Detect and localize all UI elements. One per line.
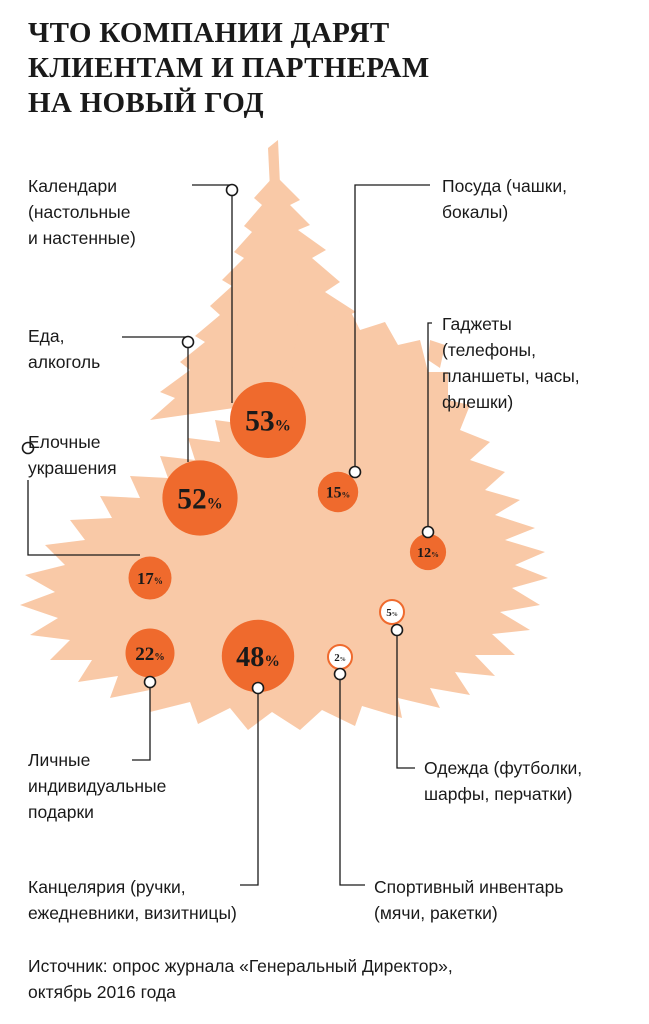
title-line: КЛИЕНТАМ И ПАРТНЕРАМ <box>28 52 430 84</box>
value-label-decorations: 17% <box>137 569 163 588</box>
value-label-gadgets: 12% <box>417 545 439 561</box>
connector-dot-gadgets <box>421 525 435 539</box>
category-label-personal: Личные <box>28 750 90 770</box>
source-line: Источник: опрос журнала «Генеральный Дир… <box>28 956 453 976</box>
connector-dot-calendars <box>225 183 239 197</box>
value-label-personal: 22% <box>135 644 165 665</box>
category-label-gadgets: Гаджеты <box>442 314 512 334</box>
connector-dot-personal <box>143 675 157 689</box>
connector-tableware <box>354 184 430 472</box>
tree-right-twig <box>428 340 445 368</box>
bubble-clothing <box>379 599 405 625</box>
connector-sports <box>339 674 365 886</box>
title-line: ЧТО КОМПАНИИ ДАРЯТ <box>28 17 390 49</box>
category-label-calendars: Календари <box>28 176 117 196</box>
source-line: октябрь 2016 года <box>28 982 176 1002</box>
value-label-sports: 2% <box>334 652 346 664</box>
category-label-stationery: ежедневники, визитницы) <box>28 903 237 923</box>
christmas-tree-illustration <box>20 140 548 730</box>
value-label-stationery: 48% <box>236 642 280 673</box>
category-label-gadgets: планшеты, часы, <box>442 366 580 386</box>
category-label-personal: подарки <box>28 802 94 822</box>
category-label-stationery: Канцелярия (ручки, <box>28 877 186 897</box>
bubble-tableware <box>317 471 359 513</box>
bubble-calendars <box>230 382 306 458</box>
category-label-gadgets: (телефоны, <box>442 340 536 360</box>
bubble-decorations <box>128 556 172 600</box>
category-label-food: Еда, <box>28 326 64 346</box>
connector-dot-food <box>181 335 195 349</box>
connector-decorations <box>27 480 140 556</box>
connector-personal <box>132 682 151 761</box>
connector-stationery <box>240 688 259 886</box>
connector-dot-stationery <box>251 681 265 695</box>
value-label-clothing: 5% <box>386 607 398 619</box>
connector-dot-tableware <box>348 465 362 479</box>
connector-dot-decorations <box>21 441 35 455</box>
category-label-gadgets: флешки) <box>442 392 513 412</box>
bubbles: 53% 52% 17% 22% 48% 15% 12% 5% 2% <box>21 183 447 695</box>
category-label-decorations: украшения <box>28 458 117 478</box>
connector-dot-sports <box>333 667 347 681</box>
connector-clothing <box>396 630 415 769</box>
connector-gadgets <box>427 322 432 532</box>
category-label-food: алкоголь <box>28 352 100 372</box>
category-label-sports: Спортивный инвентарь <box>374 877 564 897</box>
chart-title: ЧТО КОМПАНИИ ДАРЯТ КЛИЕНТАМ И ПАРТНЕРАМ … <box>28 16 430 121</box>
category-label-decorations: Елочные <box>28 432 101 452</box>
value-label-food: 52% <box>177 484 222 516</box>
value-label-tableware: 15% <box>326 485 350 502</box>
bubble-gadgets <box>409 533 447 571</box>
category-label-calendars: и настенные) <box>28 228 136 248</box>
category-label-personal: индивидуальные <box>28 776 166 796</box>
bubble-stationery <box>221 619 295 693</box>
category-label-clothing: Одежда (футболки, <box>424 758 582 778</box>
source-note: Источник: опрос журнала «Генеральный Дир… <box>28 956 453 1002</box>
bubble-personal <box>125 628 175 678</box>
category-label-tableware: бокалы) <box>442 202 508 222</box>
category-label-sports: (мячи, ракетки) <box>374 903 498 923</box>
category-label-clothing: шарфы, перчатки) <box>424 784 573 804</box>
value-label-calendars: 53% <box>245 406 291 438</box>
category-label-calendars: (настольные <box>28 202 130 222</box>
bubble-food <box>162 460 238 536</box>
tree-body <box>20 300 548 730</box>
connector-dot-clothing <box>390 623 404 637</box>
category-labels: Календари (настольные и настенные) Еда, алко… <box>28 176 582 923</box>
category-label-tableware: Посуда (чашки, <box>442 176 567 196</box>
title-line: НА НОВЫЙ ГОД <box>28 87 264 119</box>
